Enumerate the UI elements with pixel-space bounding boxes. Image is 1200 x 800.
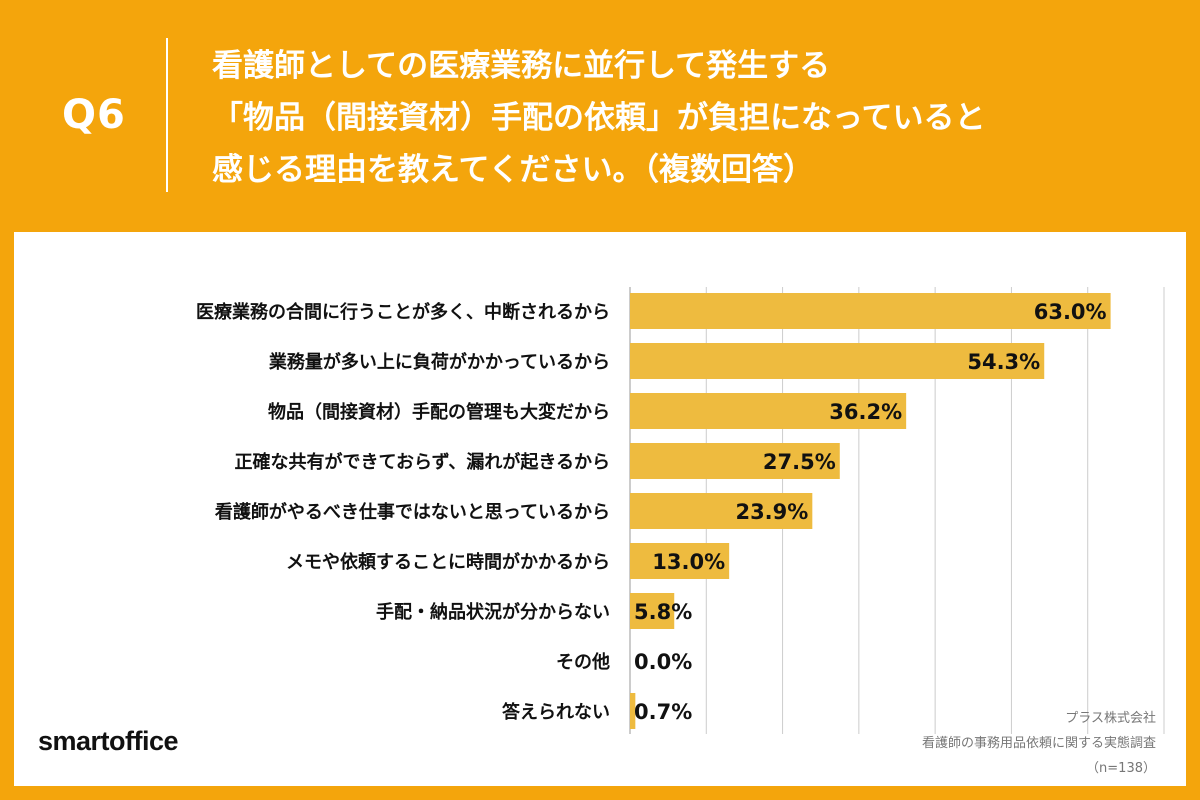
question-line-1: 看護師としての医療業務に並行して発生する: [212, 48, 831, 84]
category-label: メモや依頼することに時間がかかるから: [286, 551, 610, 573]
category-label: 手配・納品状況が分からない: [376, 601, 610, 623]
category-label: 物品（間接資材）手配の管理も大変だから: [268, 401, 610, 423]
value-label: 0.7%: [634, 700, 692, 724]
value-label: 5.8%: [634, 600, 692, 624]
category-label: 看護師がやるべき仕事ではないと思っているから: [214, 501, 610, 523]
question-number: Q6: [62, 92, 126, 138]
value-label: 63.0%: [1034, 300, 1107, 324]
bar: [630, 593, 675, 629]
question-line-2: 「物品（間接資材）手配の依頼」が負担になっていると: [212, 100, 986, 136]
question-line-3: 感じる理由を教えてください。（複数回答）: [212, 152, 815, 188]
source-company: プラス株式会社: [1065, 711, 1156, 726]
bar: [630, 693, 636, 729]
question-text: 看護師としての医療業務に並行して発生する 「物品（間接資材）手配の依頼」が負担に…: [212, 40, 1172, 196]
value-label: 0.0%: [634, 650, 692, 674]
source-note: プラス株式会社 看護師の事務用品依頼に関する実態調査 （n=138）: [922, 706, 1156, 781]
value-label: 13.0%: [652, 550, 725, 574]
bar: [630, 543, 730, 579]
value-label: 36.2%: [829, 400, 902, 424]
bar: [630, 293, 1111, 329]
survey-name: 看護師の事務用品依頼に関する実態調査: [921, 736, 1156, 751]
value-label: 27.5%: [763, 450, 836, 474]
category-label: 業務量が多い上に負荷がかかっているから: [268, 351, 610, 373]
category-label: 答えられない: [502, 701, 610, 723]
chart-panel: 医療業務の合間に行うことが多く、中断されるから 63.0% 業務量が多い上に負荷がか…: [14, 232, 1186, 786]
bar: [630, 343, 1045, 379]
value-label: 23.9%: [735, 500, 808, 524]
bar: [630, 443, 840, 479]
bar-chart: 医療業務の合間に行うことが多く、中断されるから 63.0% 業務量が多い上に負荷がか…: [196, 287, 1165, 734]
category-label: 正確な共有ができておらず、漏れが起きるから: [235, 451, 610, 473]
brand-logo: smartoffice: [38, 726, 179, 756]
header-divider: [166, 38, 168, 192]
category-label: その他: [556, 651, 610, 673]
value-label: 54.3%: [967, 350, 1040, 374]
bar: [630, 393, 907, 429]
category-label: 医療業務の合間に行うことが多く、中断されるから: [196, 301, 610, 323]
bar: [630, 493, 813, 529]
sample-size: （n=138）: [1086, 761, 1156, 776]
